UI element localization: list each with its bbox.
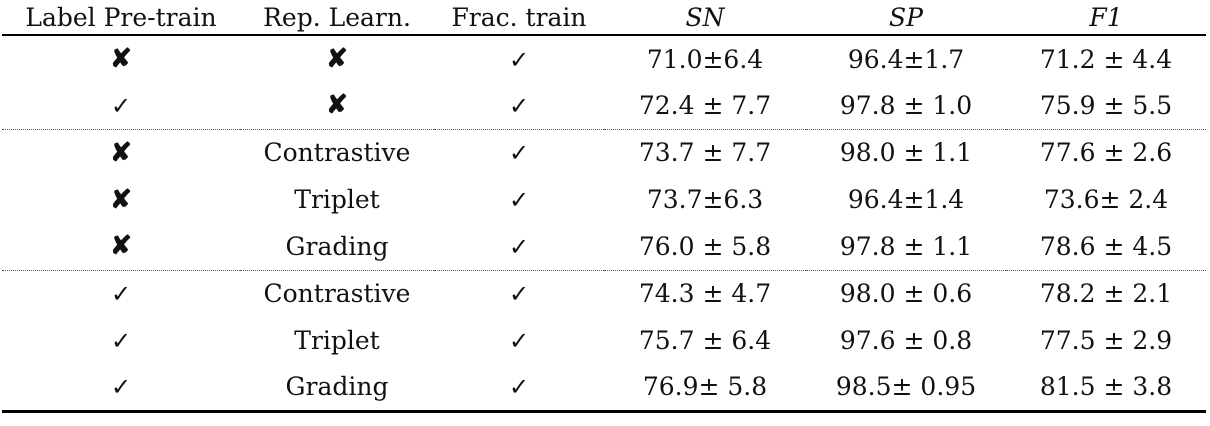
header-label-pretrain: Label Pre-train: [2, 0, 240, 36]
rep-learn-cell: Triplet: [294, 185, 380, 214]
f1-cell: 71.2 ± 4.4: [1039, 44, 1173, 74]
check-icon: ✓: [110, 91, 132, 120]
sp-cell: 98.0 ± 0.6: [839, 279, 973, 309]
rep-learn-cell: Triplet: [294, 326, 380, 355]
sn-cell: 76.0 ± 5.8: [604, 223, 806, 271]
header-sn: SN: [604, 0, 806, 36]
frac-train-cell: ✓: [434, 223, 604, 271]
frac-train-cell: ✓: [434, 317, 604, 364]
check-icon: ✓: [508, 139, 530, 168]
check-icon: ✓: [110, 280, 132, 309]
frac-train-cell: ✓: [434, 176, 604, 223]
table-row: ✓ Triplet ✓ 75.7 ± 6.4 97.6 ± 0.8 77.5 ±…: [2, 317, 1206, 364]
table-row: ✘ Triplet ✓ 73.7±6.3 96.4±1.4 73.6± 2.4: [2, 176, 1206, 223]
label-pretrain-cell: ✓: [2, 364, 240, 413]
label-pretrain-cell: ✓: [2, 270, 240, 317]
sp-cell: 96.4±1.4: [847, 185, 965, 214]
table-row: ✘ Grading ✓ 76.0 ± 5.8 97.8 ± 1.1 78.6 ±…: [2, 223, 1206, 271]
label-pretrain-cell: ✘: [2, 223, 240, 271]
sn-cell: 72.4 ± 7.7: [604, 82, 806, 130]
table-row: ✓ ✘ ✓ 72.4 ± 7.7 97.8 ± 1.0 75.9 ± 5.5: [2, 82, 1206, 130]
check-icon: ✓: [508, 45, 530, 74]
header-f1: F1: [1006, 0, 1206, 36]
check-icon: ✓: [110, 373, 132, 402]
f1-cell: 73.6± 2.4: [1043, 185, 1169, 214]
check-icon: ✓: [508, 91, 530, 120]
sn-cell: 71.0±6.4: [646, 44, 764, 74]
sn-cell: 76.9± 5.8: [604, 364, 806, 413]
header-row: Label Pre-train Rep. Learn. Frac. train …: [2, 0, 1206, 36]
label-pretrain-cell: ✘: [2, 129, 240, 176]
check-icon: ✓: [110, 327, 132, 355]
f1-cell: 78.6 ± 4.5: [1006, 223, 1206, 271]
rep-learn-cell: Grading: [240, 364, 434, 413]
cross-icon: ✘: [110, 231, 132, 262]
table-row: ✘ Contrastive ✓ 73.7 ± 7.7 98.0 ± 1.1 77…: [2, 129, 1206, 176]
f1-cell: 77.5 ± 2.9: [1039, 326, 1173, 355]
frac-train-cell: ✓: [434, 35, 604, 82]
f1-cell: 81.5 ± 3.8: [1006, 364, 1206, 413]
rep-learn-cell: ✘: [240, 35, 434, 82]
cross-icon: ✘: [326, 44, 348, 74]
rep-learn-cell: ✘: [240, 82, 434, 130]
header-sp: SP: [806, 0, 1006, 36]
table-row: ✓ Contrastive ✓ 74.3 ± 4.7 98.0 ± 0.6 78…: [2, 270, 1206, 317]
sp-cell: 96.4±1.7: [847, 44, 965, 74]
frac-train-cell: ✓: [434, 270, 604, 317]
f1-cell: 77.6 ± 2.6: [1039, 138, 1173, 168]
check-icon: ✓: [508, 232, 530, 261]
sn-cell: 73.7 ± 7.7: [638, 138, 772, 168]
label-pretrain-cell: ✘: [2, 176, 240, 223]
sn-cell: 75.7 ± 6.4: [638, 326, 772, 355]
check-icon: ✓: [508, 327, 530, 355]
sp-cell: 98.5± 0.95: [806, 364, 1006, 413]
sp-cell: 97.8 ± 1.1: [806, 223, 1006, 271]
cross-icon: ✘: [110, 137, 132, 168]
header-frac-train: Frac. train: [434, 0, 604, 36]
check-icon: ✓: [508, 186, 530, 214]
sn-cell: 74.3 ± 4.7: [638, 279, 772, 309]
f1-cell: 75.9 ± 5.5: [1006, 82, 1206, 130]
table-row: ✘ ✘ ✓ 71.0±6.4 96.4±1.7 71.2 ± 4.4: [2, 35, 1206, 82]
rep-learn-cell: Contrastive: [263, 279, 411, 309]
table-row: ✓ Grading ✓ 76.9± 5.8 98.5± 0.95 81.5 ± …: [2, 364, 1206, 413]
results-table: Label Pre-train Rep. Learn. Frac. train …: [2, 0, 1206, 413]
label-pretrain-cell: ✓: [2, 317, 240, 364]
check-icon: ✓: [508, 280, 530, 309]
sp-cell: 98.0 ± 1.1: [839, 138, 973, 168]
rep-learn-cell: Grading: [240, 223, 434, 271]
check-icon: ✓: [508, 373, 530, 402]
cross-icon: ✘: [110, 184, 132, 215]
sp-cell: 97.6 ± 0.8: [839, 326, 973, 355]
f1-cell: 78.2 ± 2.1: [1039, 279, 1173, 309]
cross-icon: ✘: [326, 90, 348, 121]
label-pretrain-cell: ✘: [2, 35, 240, 82]
sn-cell: 73.7±6.3: [646, 185, 764, 214]
frac-train-cell: ✓: [434, 82, 604, 130]
label-pretrain-cell: ✓: [2, 82, 240, 130]
frac-train-cell: ✓: [434, 364, 604, 413]
rep-learn-cell: Contrastive: [263, 138, 411, 168]
cross-icon: ✘: [110, 44, 132, 74]
frac-train-cell: ✓: [434, 129, 604, 176]
header-rep-learn: Rep. Learn.: [240, 0, 434, 36]
sp-cell: 97.8 ± 1.0: [806, 82, 1006, 130]
